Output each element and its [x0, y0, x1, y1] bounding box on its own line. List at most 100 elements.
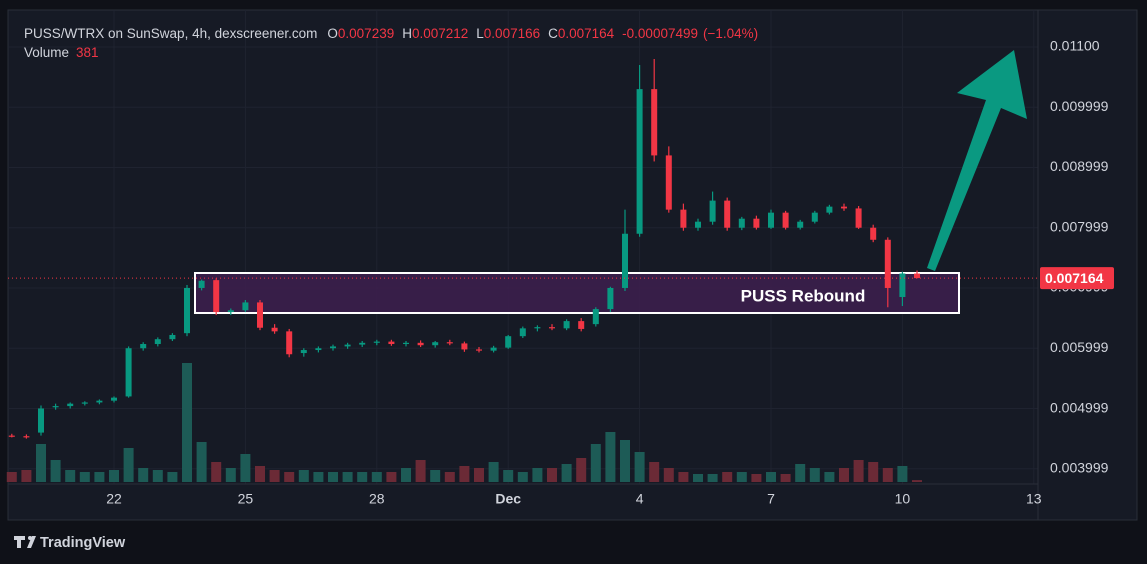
x-tick-label: 13: [1026, 491, 1042, 507]
volume-bar: [678, 472, 689, 482]
volume-bar: [722, 472, 733, 482]
candle-body: [709, 200, 716, 222]
candle-body: [622, 233, 628, 288]
volume-bar: [109, 470, 119, 482]
candle-body: [373, 341, 380, 343]
y-tick-label: 0.004999: [1050, 399, 1109, 415]
candle-body: [753, 218, 760, 228]
candle-body: [81, 402, 88, 404]
candle-body: [67, 403, 74, 407]
volume-bar: [780, 474, 791, 482]
volume-bar: [138, 468, 149, 482]
volume-bar: [897, 466, 908, 482]
volume-bar: [532, 468, 543, 482]
volume-row: Volume 381: [24, 43, 758, 62]
candle-body: [213, 280, 220, 313]
volume-bar: [6, 472, 17, 482]
candle-body: [782, 212, 789, 228]
volume-bar: [211, 462, 222, 482]
volume-bar: [766, 472, 776, 482]
volume-bar: [50, 460, 61, 482]
arrow: [927, 50, 1027, 271]
volume-bar: [357, 472, 368, 482]
candle-body: [38, 408, 44, 433]
candle-body: [490, 347, 497, 351]
volume-bar: [590, 444, 601, 482]
candle-body: [111, 397, 117, 401]
candle-body: [344, 344, 351, 347]
candle-body: [169, 334, 176, 340]
volume-bar: [488, 462, 499, 482]
open-value: 0.007239: [337, 26, 395, 41]
volume-bar: [693, 474, 703, 482]
candle-body: [695, 221, 701, 228]
volume-bar: [167, 472, 178, 482]
candle-body: [841, 206, 847, 209]
x-tick-label: 7: [767, 491, 775, 507]
volume-bar: [298, 470, 309, 482]
candle-body: [724, 200, 731, 228]
volume-bar: [196, 442, 207, 482]
y-tick-label: 0.008999: [1050, 158, 1109, 174]
volume-bar: [240, 454, 251, 482]
volume-bar: [547, 468, 557, 482]
candle-body: [257, 302, 263, 328]
legend: PUSS/WTRX on SunSwap, 4h, dexscreener.co…: [24, 24, 758, 62]
x-tick-label: 25: [238, 491, 254, 507]
candle-body: [446, 342, 453, 344]
candle-body: [286, 331, 293, 355]
volume-bar: [517, 472, 528, 482]
volume-value: 381: [76, 45, 99, 60]
volume-bar: [21, 470, 32, 482]
y-tick-label: 0.01100: [1050, 38, 1100, 54]
volume-bar: [342, 472, 353, 482]
candle-body: [476, 349, 482, 351]
candle-body: [651, 89, 658, 156]
last-price-box: [1040, 267, 1114, 290]
candle-body: [534, 327, 541, 329]
symbol-title: PUSS/WTRX on SunSwap, 4h, dexscreener.co…: [24, 26, 318, 41]
candles: [8, 59, 920, 439]
candle-body: [592, 309, 599, 325]
volume-bar: [328, 472, 338, 482]
candle-body: [198, 280, 205, 288]
candle-body: [563, 321, 570, 329]
volume-bar: [707, 474, 718, 482]
candle-body: [738, 218, 745, 228]
x-tick-label: 10: [895, 491, 911, 507]
volume-bar: [94, 472, 105, 482]
y-tick-label: 0.007999: [1050, 218, 1109, 234]
logo-dot: [28, 536, 32, 540]
annotation: PUSS Rebound: [741, 286, 866, 305]
volume-bar: [882, 468, 893, 482]
volume-bar: [269, 470, 280, 482]
volume-bar: [853, 460, 864, 482]
candle-body: [242, 302, 249, 311]
legend-row: PUSS/WTRX on SunSwap, 4h, dexscreener.co…: [24, 24, 758, 43]
volume-bar: [839, 468, 849, 482]
volume-bar: [663, 468, 674, 482]
rebound-zone: [194, 272, 960, 314]
x-tick-label: Dec: [495, 491, 521, 507]
plot-frame: [7, 9, 1138, 521]
volume-bar: [386, 472, 397, 482]
volume-bar: [371, 472, 382, 482]
volume-bar: [912, 480, 922, 482]
volume-bar: [474, 468, 484, 482]
candle-body: [8, 435, 15, 437]
candle-body: [125, 348, 132, 397]
x-tick-label: 4: [636, 491, 644, 507]
volume-bar: [225, 468, 236, 482]
y-tick-label: 0.009999: [1050, 98, 1109, 114]
brand-name: TradingView: [40, 535, 126, 551]
candle-body: [607, 287, 614, 310]
volume-bar: [561, 464, 572, 482]
change-percent: (−1.04%): [703, 26, 759, 41]
volume-bar: [123, 448, 134, 482]
close-value: 0.007164: [557, 26, 615, 41]
open-label: O: [327, 26, 338, 41]
candle-body: [665, 155, 672, 210]
candle-body: [811, 212, 818, 222]
